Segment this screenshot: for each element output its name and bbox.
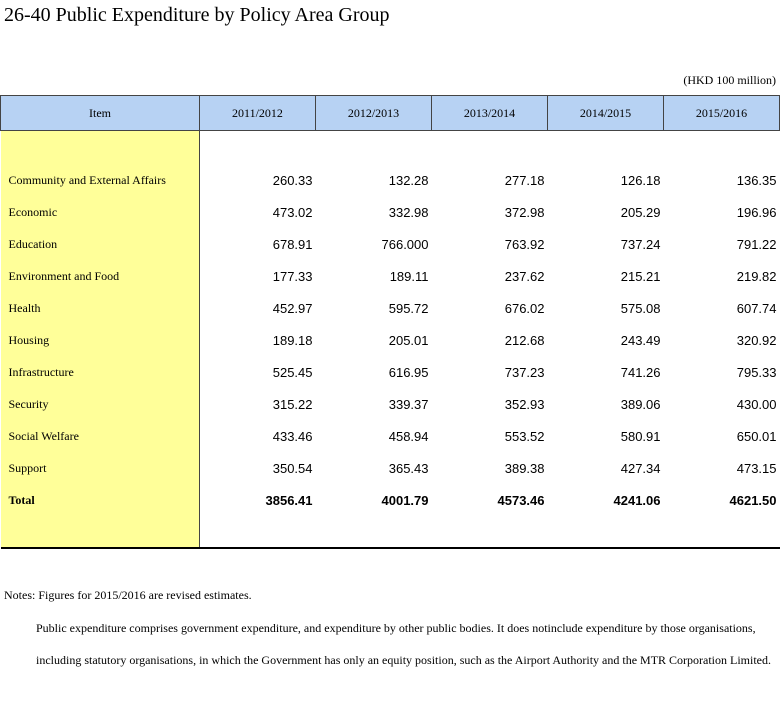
year-column-header: 2012/2013	[315, 95, 432, 131]
row-label: Community and External Affairs	[0, 164, 200, 196]
row-label: Social Welfare	[0, 420, 200, 452]
value-cell: 4241.06	[613, 492, 661, 508]
value-cell: 607.74	[736, 300, 777, 316]
value-cell: 196.96	[736, 204, 777, 220]
value-cell: 352.93	[504, 396, 545, 412]
value-cell: 4573.46	[497, 492, 545, 508]
value-cell: 277.18	[504, 172, 545, 188]
value-cell: 473.02	[272, 204, 313, 220]
total-row: Total 3856.41 4001.79 4573.46 4241.06 4621.50	[0, 484, 780, 516]
table-row: Social Welfare 433.46 458.94 553.52 580.91 65…	[0, 420, 780, 452]
year-column-header: 2014/2015	[547, 95, 664, 131]
value-cell: 741.26	[620, 364, 661, 380]
value-cell: 315.22	[272, 396, 313, 412]
row-label: Support	[0, 452, 200, 484]
spacer-row	[0, 516, 780, 549]
value-cell: 189.18	[272, 332, 313, 348]
value-cell: 260.33	[272, 172, 313, 188]
page-title: 26-40 Public Expenditure by Policy Area …	[4, 4, 390, 26]
row-label: Education	[0, 228, 200, 260]
table-row: Education 678.91 766.000 763.92 737.24 791.22	[0, 228, 780, 260]
table-row: Security 315.22 339.37 352.93 389.06 430.00	[0, 388, 780, 420]
value-cell: 389.06	[620, 396, 661, 412]
value-cell: 795.33	[736, 364, 777, 380]
note-revised-estimates: Notes: Figures for 2015/2016 are revised…	[4, 588, 252, 602]
value-cell: 243.49	[620, 332, 661, 348]
table-row: Infrastructure 525.45 616.95 737.23 741.26 79…	[0, 356, 780, 388]
row-label: Economic	[0, 196, 200, 228]
value-cell: 430.00	[736, 396, 777, 412]
value-cell: 126.18	[620, 172, 661, 188]
value-cell: 737.24	[620, 236, 661, 252]
value-cell: 215.21	[620, 268, 661, 284]
table-row: Environment and Food 177.33 189.11 237.62 21…	[0, 260, 780, 292]
value-cell: 4001.79	[381, 492, 429, 508]
row-label: Security	[0, 388, 200, 420]
value-cell: 365.43	[388, 460, 429, 476]
value-cell: 332.98	[388, 204, 429, 220]
value-cell: 650.01	[736, 428, 777, 444]
value-cell: 350.54	[272, 460, 313, 476]
value-cell: 452.97	[272, 300, 313, 316]
value-cell: 205.29	[620, 204, 661, 220]
value-cell: 458.94	[388, 428, 429, 444]
value-cell: 763.92	[504, 236, 545, 252]
value-cell: 427.34	[620, 460, 661, 476]
value-cell: 595.72	[388, 300, 429, 316]
table-row: Support 350.54 365.43 389.38 427.34 473.15	[0, 452, 780, 484]
value-cell: 237.62	[504, 268, 545, 284]
value-cell: 189.11	[389, 268, 429, 284]
year-column-header: 2011/2012	[199, 95, 316, 131]
row-label: Infrastructure	[0, 356, 200, 388]
value-cell: 339.37	[388, 396, 429, 412]
year-column-header: 2015/2016	[663, 95, 780, 131]
value-cell: 575.08	[620, 300, 661, 316]
spacer-row	[0, 130, 780, 164]
value-cell: 177.33	[272, 268, 313, 284]
table-row: Housing 189.18 205.01 212.68 243.49 320.92	[0, 324, 780, 356]
value-cell: 676.02	[504, 300, 545, 316]
unit-label: (HKD 100 million)	[683, 73, 776, 87]
value-cell: 4621.50	[729, 492, 777, 508]
value-cell: 205.01	[388, 332, 429, 348]
value-cell: 219.82	[736, 268, 777, 284]
table-body: Community and External Affairs 260.33 132.…	[0, 130, 780, 549]
header-row: Item 2011/2012 2012/2013 2013/2014 2014/…	[0, 95, 780, 131]
value-cell: 616.95	[388, 364, 429, 380]
value-cell: 678.91	[272, 236, 313, 252]
value-cell: 553.52	[504, 428, 545, 444]
notes-section: Notes: Figures for 2015/2016 are revised…	[4, 586, 776, 676]
value-cell: 766.000	[381, 236, 429, 252]
table-row: Economic 473.02 332.98 372.98 205.29 196.96	[0, 196, 780, 228]
value-cell: 433.46	[272, 428, 313, 444]
note-public-expenditure-definition: Public expenditure comprises government …	[36, 621, 772, 667]
value-cell: 473.15	[736, 460, 777, 476]
row-label: Health	[0, 292, 200, 324]
table-row: Community and External Affairs 260.33 132.…	[0, 164, 780, 196]
value-cell: 132.28	[388, 172, 429, 188]
value-cell: 389.38	[504, 460, 545, 476]
value-cell: 3856.41	[265, 492, 313, 508]
row-label: Environment and Food	[0, 260, 200, 292]
value-cell: 212.68	[504, 332, 545, 348]
value-cell: 320.92	[736, 332, 777, 348]
table-row: Health 452.97 595.72 676.02 575.08 607.74	[0, 292, 780, 324]
value-cell: 791.22	[736, 236, 777, 252]
row-label: Total	[0, 484, 200, 516]
year-column-header: 2013/2014	[431, 95, 548, 131]
item-column-header: Item	[0, 95, 200, 131]
value-cell: 525.45	[272, 364, 313, 380]
expenditure-table: Item 2011/2012 2012/2013 2013/2014 2014/…	[0, 95, 780, 549]
value-cell: 372.98	[504, 204, 545, 220]
value-cell: 737.23	[504, 364, 545, 380]
row-label: Housing	[0, 324, 200, 356]
value-cell: 580.91	[620, 428, 661, 444]
value-cell: 136.35	[736, 172, 777, 188]
